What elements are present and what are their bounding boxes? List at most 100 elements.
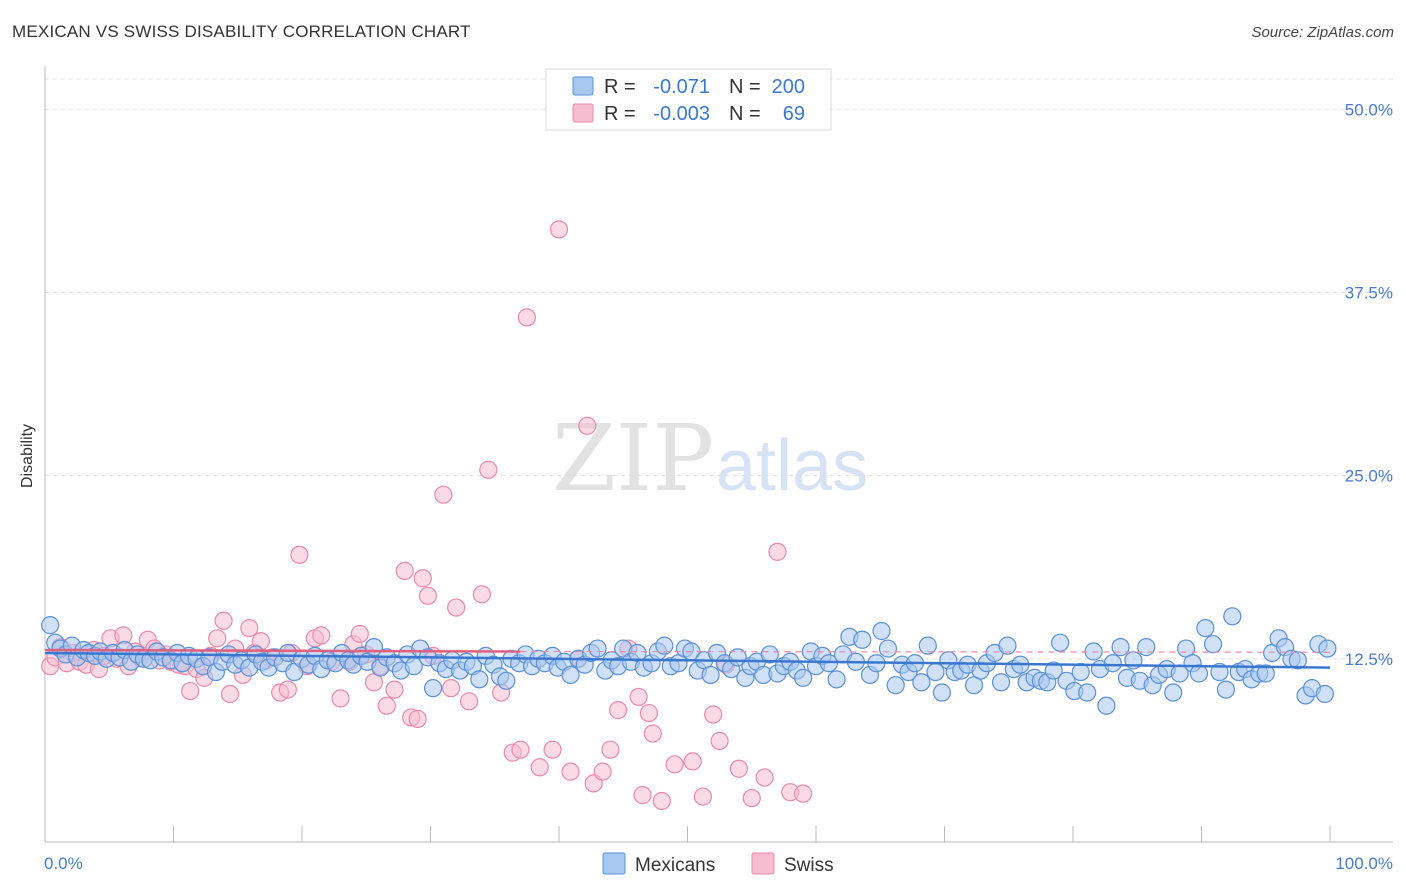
swiss-point-40 [290,545,309,564]
swiss-point-82 [639,703,659,723]
swiss-point-27 [208,629,227,648]
y-axis-title: Disability [19,424,36,488]
swiss-point-97 [710,731,729,750]
swiss-point-92 [755,768,774,787]
y-tick-label-1: 25.0% [1345,467,1393,486]
swiss-point-43 [312,626,331,645]
mexicans-point-147 [998,636,1017,655]
swiss-point-48 [350,624,369,644]
chart-title: MEXICAN VS SWISS DISABILITY CORRELATION … [12,22,471,41]
stats-legend-swatch-swiss [572,103,594,123]
mexicans-point-111 [760,645,779,664]
swiss-point-81 [629,687,648,707]
mexicans-point-125 [853,630,872,649]
mexicans-point-176 [1189,664,1209,683]
mexicans-point-130 [886,676,905,695]
trend-lines [44,648,1331,669]
swiss-point-65 [479,460,498,479]
axes [44,66,1393,843]
stats-n-value-swiss: 69 [783,103,805,125]
swiss-point-84 [665,755,684,774]
mexicans-point-0 [41,616,60,635]
swiss-point-32 [240,618,259,638]
mexicans-point-177 [1196,618,1215,638]
legend-label-mexicans: Mexicans [635,855,715,876]
mexicans-point-67 [470,670,489,689]
swiss-point-69 [517,308,536,327]
stats-legend-swatch-mexicans [572,76,594,96]
swiss-point-83 [643,724,662,743]
swiss-trend-line [44,648,521,653]
swiss-point-73 [561,762,580,781]
swiss-point-54 [395,561,414,581]
mexicans-trend-line [44,651,1331,669]
stats-n-label-mexicans: N = [729,76,761,98]
grid-lines [45,78,1393,660]
swiss-point-63 [459,692,479,711]
mexicans-point-195 [1315,684,1334,704]
mexicans-point-134 [912,673,931,692]
swiss-point-62 [447,598,466,617]
swiss-point-93 [742,788,761,808]
swiss-point-38 [278,680,297,699]
legend-swatch-swiss [751,852,775,875]
swiss-point-61 [441,679,461,698]
mexicans-point-129 [878,639,898,658]
swiss-point-64 [472,585,491,604]
mexicans-point-85 [588,639,607,658]
swiss-point-68 [511,740,530,759]
y-tick-label-0: 12.5% [1345,650,1393,669]
swiss-point-91 [794,784,813,803]
swiss-point-85 [683,752,702,771]
mexicans-point-146 [991,673,1011,692]
swiss-point-95 [652,791,671,811]
stats-n-label-swiss: N = [729,103,761,125]
mexicans-point-121 [827,670,846,689]
mexicans-point-191 [1288,651,1307,670]
mexicans-point-196 [1318,639,1337,658]
swiss-trend-extension [520,650,1331,653]
watermark-atlas: atlas [716,426,868,506]
mexicans-point-137 [932,683,952,702]
mexicans-point-168 [1137,638,1156,657]
mexicans-point-181 [1223,607,1242,626]
swiss-point-70 [530,758,549,777]
mexicans-point-154 [1044,661,1063,680]
swiss-points [41,220,813,811]
mexicans-point-180 [1216,680,1236,699]
watermark-zip: ZIP [552,405,714,512]
swiss-point-94 [729,759,749,778]
swiss-point-71 [543,740,562,759]
swiss-point-79 [609,701,628,720]
swiss-point-77 [593,762,612,781]
mexicans-point-95 [655,636,674,655]
stats-r-label-swiss: R = [604,103,636,125]
swiss-point-53 [385,680,404,699]
swiss-point-52 [377,696,396,715]
legend-swatch-mexicans [602,852,626,875]
stats-r-value-mexicans: -0.071 [653,76,710,98]
mexicans-point-116 [794,668,813,687]
swiss-point-28 [214,611,233,630]
chart-source: Source: ZipAtlas.com [1251,24,1394,41]
mexicans-point-163 [1103,654,1122,673]
x-tick-label-min: 0.0% [44,854,83,873]
mexicans-point-158 [1071,662,1090,682]
swiss-point-23 [181,681,200,701]
swiss-point-78 [601,740,620,759]
swiss-point-56 [408,709,427,729]
bottom-legend: Mexicans Swiss [602,852,834,876]
stats-r-value-swiss: -0.003 [653,103,710,125]
stats-legend: R = -0.071 N = 200 R = -0.003 N = 69 [545,68,832,131]
mexicans-point-186 [1256,664,1275,683]
y-tick-labels: 12.5% 25.0% 37.5% 50.0% [1345,100,1393,669]
mexicans-point-162 [1097,696,1116,715]
swiss-point-89 [768,542,787,561]
mexicans-point-102 [701,665,720,685]
swiss-point-60 [434,485,453,504]
swiss-point-75 [578,416,597,435]
swiss-point-29 [220,684,240,704]
mexicans-point-71 [497,671,516,690]
mexicans-point-164 [1111,638,1130,657]
